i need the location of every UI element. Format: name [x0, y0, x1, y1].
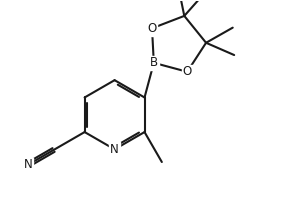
- Text: B: B: [150, 56, 158, 69]
- Text: N: N: [24, 158, 32, 171]
- Text: O: O: [147, 22, 157, 35]
- Text: O: O: [183, 65, 192, 78]
- Text: N: N: [110, 143, 119, 156]
